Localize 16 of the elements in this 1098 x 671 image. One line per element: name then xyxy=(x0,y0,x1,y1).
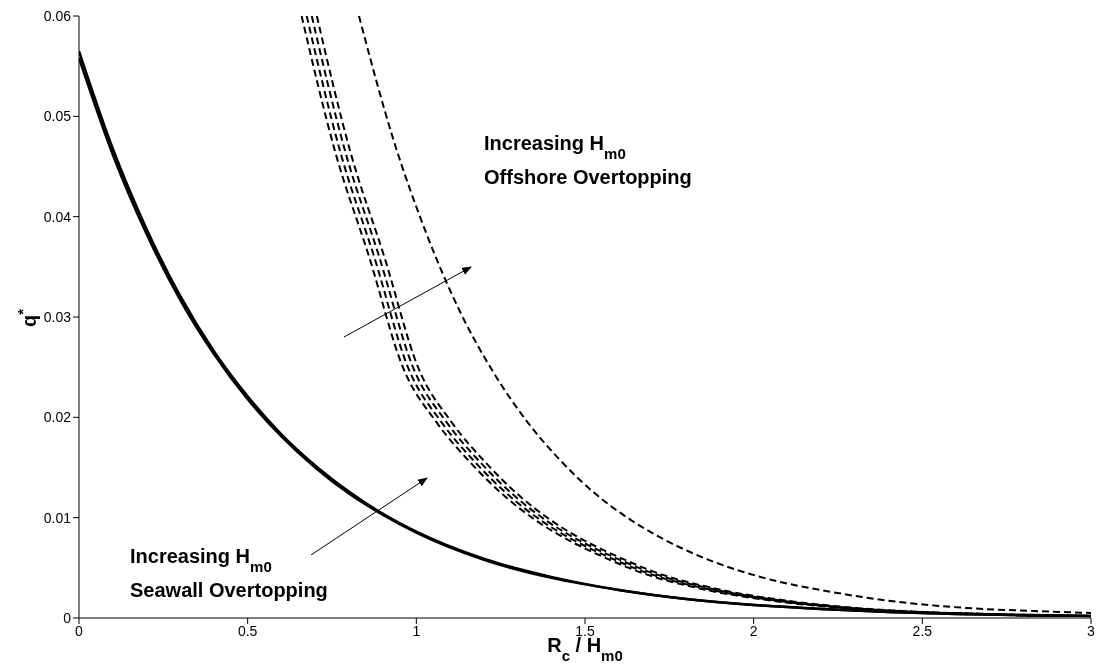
y-tick-label: 0.05 xyxy=(43,108,72,125)
x-tick-label: 2 xyxy=(749,622,758,639)
x-tick-label: 0.5 xyxy=(237,622,258,639)
annotation: Increasing H$_{m0}$ Seawall Overtopping xyxy=(130,545,328,601)
x-tick-label: 1 xyxy=(412,622,421,639)
y-tick-label: 0.03 xyxy=(43,308,72,325)
y-tick-label: 0 xyxy=(63,609,72,626)
y-tick-label: 0.04 xyxy=(43,208,72,225)
annotation: Increasing H$_{m0}$ Offshore Overtopping xyxy=(484,132,692,188)
y-tick-label: 0.01 xyxy=(43,509,72,526)
y-tick-label: 0.06 xyxy=(43,7,72,24)
x-tick-label: 0 xyxy=(75,622,84,639)
x-tick-label: 2.5 xyxy=(912,622,933,639)
x-tick-label: 1.5 xyxy=(575,622,595,639)
x-tick-label: 3 xyxy=(1087,622,1096,639)
y-tick-label: 0.02 xyxy=(43,409,72,426)
